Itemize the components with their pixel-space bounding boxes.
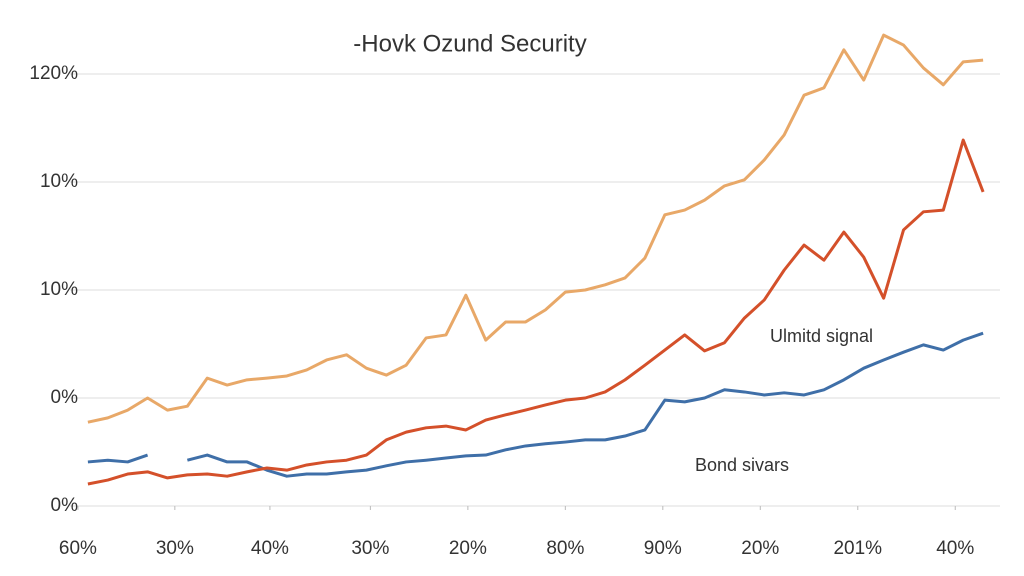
series-label: Ulmitd signal <box>770 326 873 346</box>
x-tick-label: 40% <box>936 538 974 559</box>
x-tick-label: 201% <box>833 538 882 559</box>
series-line <box>87 138 985 486</box>
series-line <box>87 453 149 464</box>
x-tick-label: 60% <box>59 538 97 559</box>
series-label: Bond sivars <box>695 455 789 475</box>
x-tick-label: 80% <box>546 538 584 559</box>
chart-title: -Hovk Ozund Security <box>353 30 586 57</box>
y-tick-label: 0% <box>51 495 79 516</box>
y-tick-label: 120% <box>29 63 78 84</box>
y-tick-label: 10% <box>40 171 78 192</box>
series-line <box>87 33 984 424</box>
x-tick-label: 20% <box>449 538 487 559</box>
y-tick-label: 10% <box>40 279 78 300</box>
y-tick-label: 0% <box>51 387 79 408</box>
x-tick-label: 20% <box>741 538 779 559</box>
x-tick-label: 30% <box>351 538 389 559</box>
x-tick-label: 30% <box>156 538 194 559</box>
x-tick-label: 90% <box>644 538 682 559</box>
x-tick-label: 40% <box>251 538 289 559</box>
series-line <box>186 331 984 478</box>
